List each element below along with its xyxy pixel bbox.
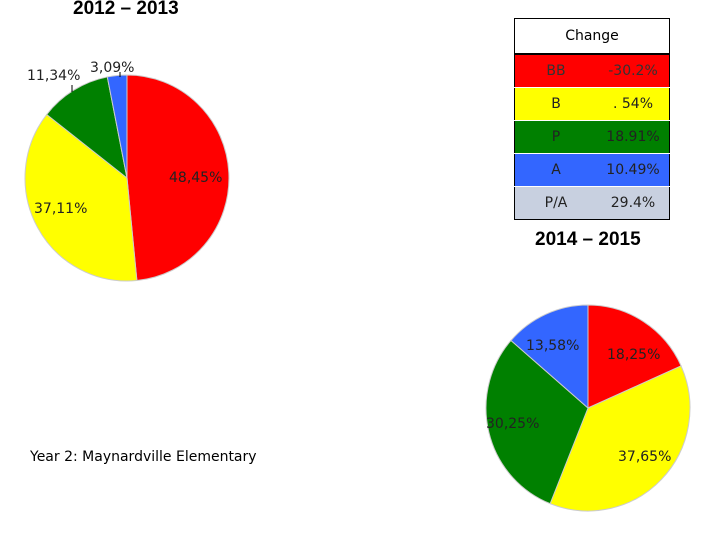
pie-2012-slice-b <box>24 113 138 282</box>
change-row-value: . 54% <box>597 87 670 121</box>
pie-2012-slice-a <box>106 74 128 179</box>
change-row-value: -30.2% <box>597 53 670 88</box>
change-row-label: P/A <box>514 186 597 220</box>
change-row-label: B <box>514 87 597 121</box>
change-row-p: P 18.91% <box>514 120 670 154</box>
change-table: Change BB -30.2% B. 54% P 18.91% A 10.49% P/A 29… <box>514 18 670 220</box>
school-caption: Year 2: Maynardville Elementary <box>30 449 257 465</box>
pie-chart-2014-2015: 18,25% 37,65% 30,25% 13,58% <box>485 304 691 512</box>
change-row-value: 29.4% <box>597 186 670 220</box>
change-row-p-a: P/A 29.4% <box>514 186 670 220</box>
change-table-header: Change <box>514 18 670 55</box>
pie-2014-label-a: 13,58% <box>526 338 579 354</box>
pie-2014-slice-a <box>510 304 589 410</box>
change-row-a: A 10.49% <box>514 153 670 187</box>
pie-2012-slice-p <box>45 76 128 180</box>
chart-title-2014-2015: 2014 – 2015 <box>535 229 641 250</box>
pie-2014-label-bb: 18,25% <box>607 347 660 363</box>
pie-chart-2012-2013: 48,45% 37,11% 11,34% 3,09% <box>24 60 230 282</box>
change-row-label: P <box>514 120 597 154</box>
pie-2012-label-b: 37,11% <box>34 201 87 217</box>
chart-title-2012-2013: 2012 – 2013 <box>73 0 179 19</box>
pie-2012-label-a: 3,09% <box>90 60 134 76</box>
change-row-bb: BB -30.2% <box>514 53 670 88</box>
pie-2014-label-b: 37,65% <box>618 449 671 465</box>
pie-2014-label-p: 30,25% <box>486 416 539 432</box>
change-row-value: 18.91% <box>597 120 670 154</box>
change-row-value: 10.49% <box>597 153 670 187</box>
pie-2014-slice-bb <box>587 304 682 409</box>
pie-2012-label-bb: 48,45% <box>169 170 222 186</box>
change-row-label: A <box>514 153 597 187</box>
pie-2014-slice-b <box>549 365 691 512</box>
change-row-b: B. 54% <box>514 87 670 121</box>
pie-2014-slice-p <box>485 339 589 505</box>
pie-2012-slice-bb <box>126 74 230 282</box>
pie-2012-label-p: 11,34% <box>27 68 80 84</box>
change-row-label: BB <box>514 53 597 88</box>
